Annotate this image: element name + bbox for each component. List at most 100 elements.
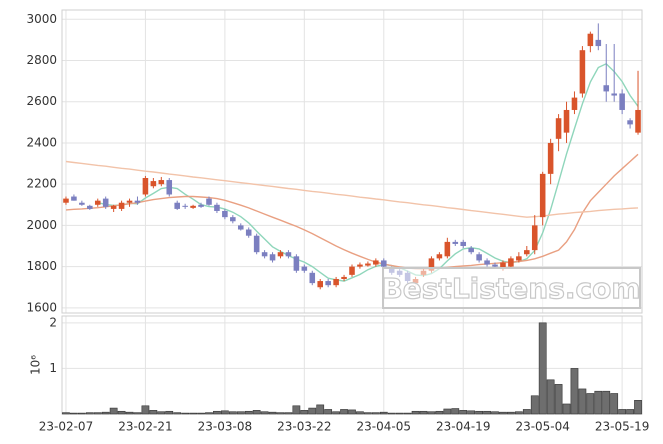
volume-bar bbox=[85, 412, 94, 415]
candle-body bbox=[182, 205, 188, 207]
candle-body bbox=[87, 205, 93, 209]
volume-bar bbox=[371, 412, 380, 415]
candle-body bbox=[444, 241, 451, 257]
volume-bar bbox=[562, 403, 571, 415]
candle-body bbox=[118, 202, 125, 209]
volume-bar bbox=[356, 411, 364, 415]
watermark-text: BestListens.com bbox=[381, 272, 640, 305]
volume-bar bbox=[197, 412, 205, 415]
volume-bar bbox=[284, 412, 293, 415]
candle-body bbox=[587, 33, 594, 47]
plot-frame bbox=[61, 9, 643, 314]
x-tick-label: 23-03-08 bbox=[198, 420, 252, 434]
volume-bar bbox=[443, 408, 452, 415]
candle-body bbox=[277, 252, 284, 257]
watermark-box bbox=[382, 267, 641, 309]
volume-bar bbox=[483, 410, 491, 415]
volume-bar bbox=[268, 411, 277, 415]
candle-body bbox=[102, 198, 109, 207]
ma-line bbox=[65, 153, 639, 270]
y-tick-label: 2800 bbox=[26, 53, 57, 67]
candle-body bbox=[349, 266, 355, 275]
candle-body bbox=[373, 260, 379, 265]
volume-bar bbox=[117, 410, 126, 415]
volume-bar bbox=[364, 412, 372, 415]
candle-body bbox=[555, 118, 562, 139]
candle-body bbox=[253, 235, 260, 253]
candle-body bbox=[365, 263, 371, 266]
candle-body bbox=[142, 177, 149, 195]
volume-bar bbox=[570, 368, 579, 415]
candle-body bbox=[500, 262, 506, 269]
candle-body bbox=[174, 202, 180, 209]
candle-body bbox=[635, 109, 641, 133]
candle-body bbox=[428, 258, 435, 271]
volume-bar bbox=[221, 410, 229, 415]
candle-body bbox=[524, 250, 530, 255]
candle-body bbox=[134, 200, 141, 203]
candle-body bbox=[150, 181, 157, 187]
y-tick-label: 3000 bbox=[26, 12, 57, 26]
volume-bar bbox=[125, 411, 134, 415]
volume-bar bbox=[594, 390, 603, 415]
volume-bar bbox=[411, 410, 420, 415]
volume-bar bbox=[276, 412, 285, 415]
volume-bar bbox=[435, 410, 444, 415]
candle-body bbox=[237, 225, 244, 230]
volume-bar bbox=[292, 405, 301, 415]
volume-bar bbox=[244, 410, 253, 415]
volume-bar bbox=[538, 322, 547, 415]
candle-body bbox=[484, 260, 490, 265]
candle-body bbox=[269, 254, 276, 261]
x-tick-label: 23-05-19 bbox=[595, 420, 649, 434]
volume-bar bbox=[70, 412, 78, 415]
candle-body bbox=[79, 202, 85, 205]
ma-line bbox=[97, 62, 639, 282]
volume-bar bbox=[578, 388, 587, 415]
candle-body bbox=[531, 225, 538, 251]
volume-bar bbox=[602, 390, 611, 415]
y-tick-label: 1600 bbox=[26, 300, 57, 314]
candle-body bbox=[261, 252, 268, 257]
candle-body bbox=[619, 93, 625, 110]
candle-body bbox=[436, 254, 443, 259]
plot-layer bbox=[61, 9, 643, 415]
candle-body bbox=[571, 97, 578, 110]
candle-body bbox=[460, 241, 467, 247]
volume-bar bbox=[618, 409, 627, 415]
candle-body bbox=[516, 256, 522, 261]
candle-body bbox=[627, 120, 633, 125]
x-tick-label: 23-03-22 bbox=[277, 420, 331, 434]
candle-body bbox=[341, 276, 347, 279]
volume-bar bbox=[228, 411, 237, 415]
x-tick-label: 23-02-07 bbox=[39, 420, 93, 434]
volume-bar bbox=[101, 411, 110, 415]
candle-body bbox=[214, 204, 220, 211]
candle-body bbox=[206, 198, 212, 205]
y-tick-label: 1800 bbox=[26, 259, 57, 273]
candle-body bbox=[325, 281, 331, 286]
volume-bar bbox=[236, 411, 245, 415]
candle-body bbox=[309, 272, 316, 284]
volume-bar bbox=[530, 395, 539, 415]
y-tick-label: 2000 bbox=[26, 218, 57, 232]
volume-bar bbox=[522, 409, 531, 415]
y-tick-label: 2400 bbox=[26, 135, 57, 149]
volume-bar bbox=[165, 410, 174, 415]
candle-body bbox=[468, 248, 474, 253]
watermark: BestListens.com bbox=[381, 267, 641, 309]
volume-bar bbox=[141, 405, 150, 415]
x-tick-label: 23-04-19 bbox=[436, 420, 490, 434]
volume-bar bbox=[133, 412, 142, 415]
candle-body bbox=[508, 258, 514, 267]
volume-bar bbox=[459, 410, 468, 415]
volume-bar bbox=[491, 411, 499, 415]
candle-body bbox=[190, 205, 196, 208]
candle-body bbox=[285, 252, 292, 257]
volume-bar bbox=[475, 410, 483, 415]
candle-body bbox=[110, 205, 117, 209]
x-tick-label: 23-02-21 bbox=[118, 420, 172, 434]
volume-bar bbox=[348, 409, 356, 415]
y-tick-label: 2200 bbox=[26, 177, 57, 191]
